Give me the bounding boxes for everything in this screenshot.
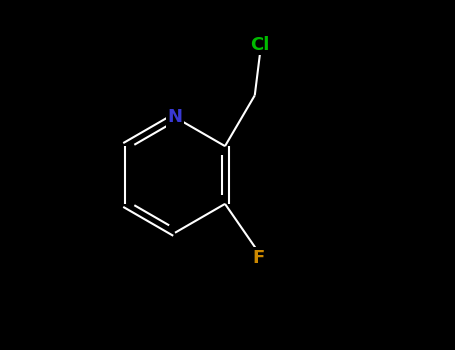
Text: N: N bbox=[167, 108, 182, 126]
Text: F: F bbox=[252, 249, 264, 267]
Text: Cl: Cl bbox=[250, 36, 270, 54]
